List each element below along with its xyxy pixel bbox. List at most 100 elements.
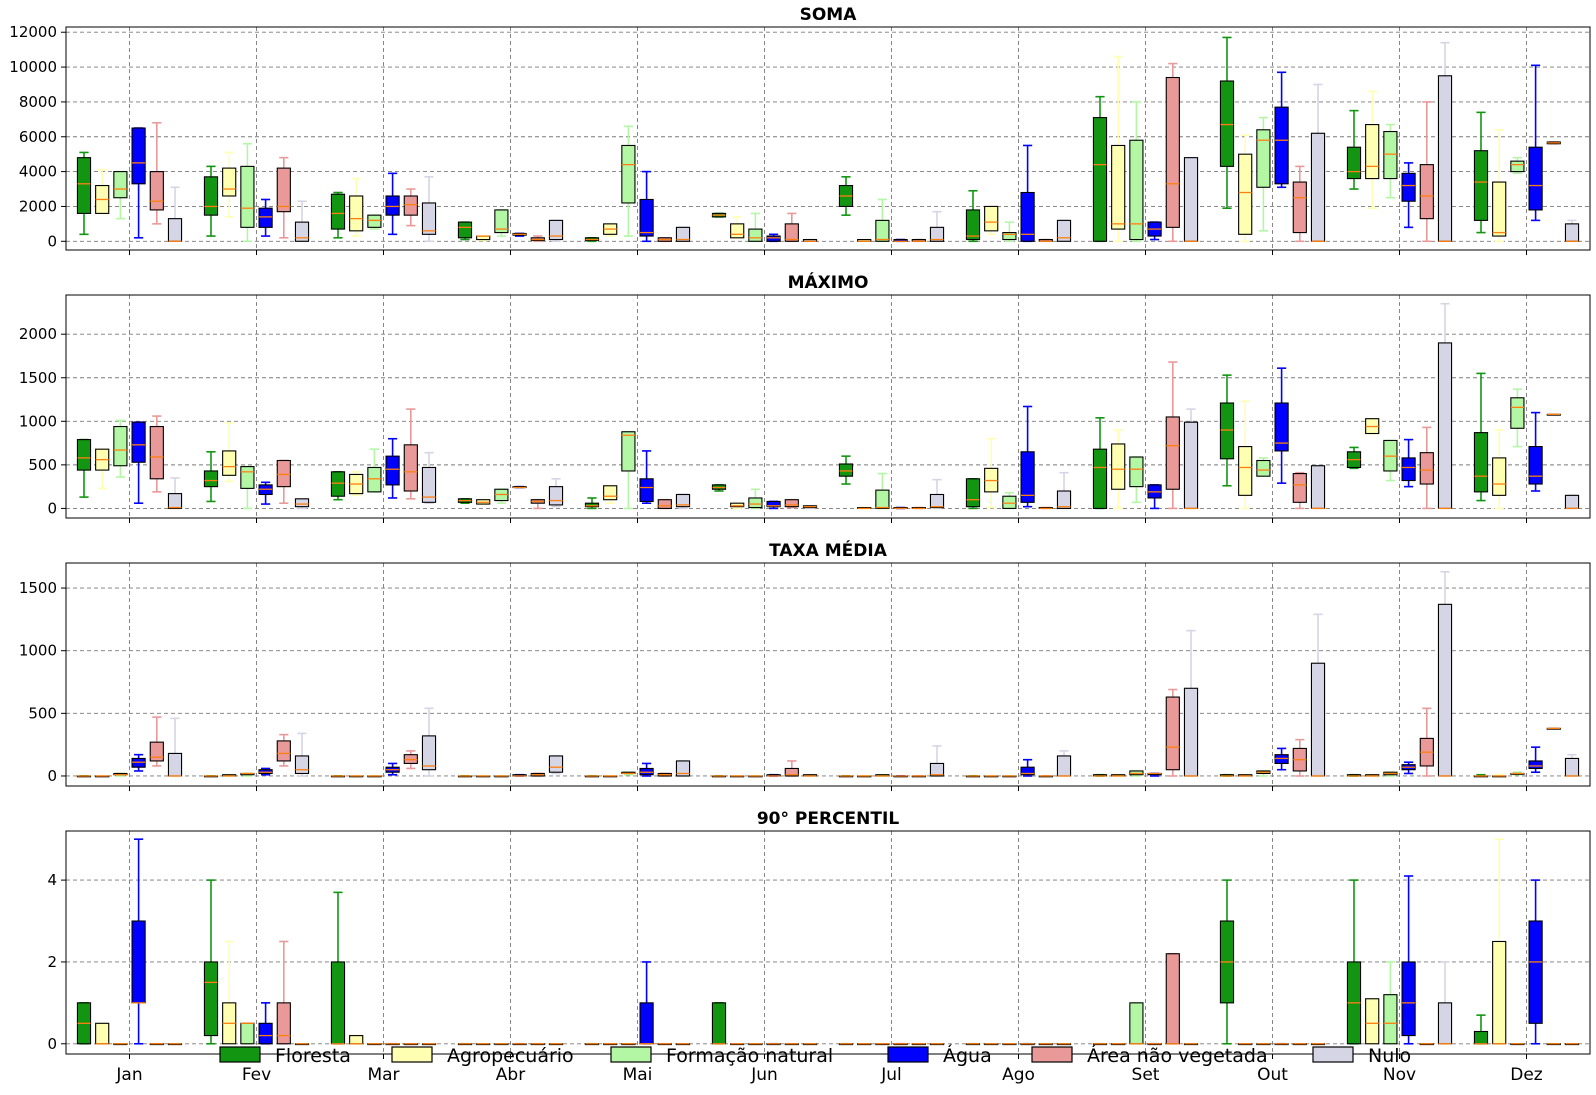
box-floresta <box>711 775 727 778</box>
box-nulo <box>1056 750 1072 777</box>
box-agropecu-rio <box>730 502 745 510</box>
box-body <box>1056 219 1072 242</box>
box--gua <box>1020 405 1035 508</box>
box-body <box>1310 465 1326 509</box>
box--gua <box>258 481 273 505</box>
box--rea-n-o-vegetada <box>1419 101 1434 243</box>
box--gua <box>1020 758 1035 777</box>
box-agropecu-rio <box>1238 1042 1253 1046</box>
box--rea-n-o-vegetada <box>530 235 545 243</box>
box-forma-o-natural <box>1256 770 1271 777</box>
box--gua <box>385 172 400 236</box>
box-body <box>1020 766 1035 776</box>
box-body <box>730 502 745 508</box>
box-agropecu-rio <box>1238 773 1253 777</box>
x-tick-label: Dez <box>1510 1065 1543 1085</box>
box-body <box>838 463 854 477</box>
box-agropecu-rio <box>603 223 618 237</box>
box-body <box>349 1035 364 1045</box>
box-forma-o-natural <box>1002 1042 1017 1046</box>
box-body <box>113 171 128 199</box>
box-body <box>1002 495 1017 509</box>
box--rea-n-o-vegetada <box>1546 413 1561 416</box>
box-body <box>929 493 945 509</box>
box--gua <box>639 170 654 243</box>
box-body <box>131 920 146 1004</box>
box-agropecu-rio <box>1365 997 1380 1045</box>
box-body <box>548 219 564 241</box>
box-body <box>965 209 981 241</box>
plot-frame <box>65 562 1591 787</box>
box--rea-n-o-vegetada <box>1165 62 1180 243</box>
box-body <box>1473 1030 1489 1045</box>
box-floresta <box>1346 109 1362 190</box>
box-body <box>675 760 691 777</box>
box-body <box>330 961 346 1045</box>
box-body <box>203 470 219 488</box>
box-body <box>1183 157 1199 242</box>
y-tick-label: 6000 <box>19 128 57 146</box>
box-body <box>294 755 310 775</box>
box-body <box>222 450 237 476</box>
box-body <box>1020 191 1035 242</box>
box-nulo <box>1310 613 1326 777</box>
box-forma-o-natural <box>1256 116 1271 232</box>
box-body <box>1492 181 1507 237</box>
y-tick-label: 10000 <box>9 58 57 76</box>
box--gua <box>1020 144 1035 243</box>
box-body <box>621 431 636 472</box>
box-forma-o-natural <box>367 775 382 778</box>
legend-item: Água <box>887 1044 992 1067</box>
box-forma-o-natural <box>875 198 890 243</box>
box-body <box>675 226 691 242</box>
box-body <box>1346 146 1362 180</box>
box-forma-o-natural <box>1383 439 1398 482</box>
box-floresta <box>203 165 219 237</box>
box-agropecu-rio <box>1238 134 1253 243</box>
box-agropecu-rio <box>222 773 237 777</box>
box-forma-o-natural <box>875 773 890 777</box>
box-floresta <box>1346 879 1362 1045</box>
box--rea-n-o-vegetada <box>276 940 291 1045</box>
box-forma-o-natural <box>113 170 128 220</box>
box-body <box>276 459 291 488</box>
legend: Floresta Agropecuário Formação natural Água… <box>219 1044 1411 1067</box>
box-body <box>240 1022 255 1045</box>
box-nulo <box>548 478 564 508</box>
box-body <box>1238 446 1253 496</box>
box--rea-n-o-vegetada <box>1292 471 1307 510</box>
box-forma-o-natural <box>240 772 255 777</box>
box-nulo <box>1437 961 1453 1045</box>
box-nulo <box>802 238 818 243</box>
box-nulo <box>1564 494 1580 510</box>
box-forma-o-natural <box>1383 961 1398 1045</box>
box--rea-n-o-vegetada <box>911 1042 926 1046</box>
box-body <box>149 741 164 762</box>
box-body <box>1564 757 1580 777</box>
box-body <box>784 767 799 777</box>
box-nulo <box>294 200 310 243</box>
y-tick-label: 1000 <box>19 412 57 430</box>
box-floresta <box>711 1002 727 1045</box>
box-floresta <box>838 775 854 778</box>
box--gua <box>131 753 146 772</box>
box--rea-n-o-vegetada <box>1038 238 1053 243</box>
box-body <box>276 740 291 762</box>
box-agropecu-rio <box>349 1034 364 1045</box>
box-floresta <box>838 176 854 216</box>
box--gua <box>1401 162 1416 229</box>
box--rea-n-o-vegetada <box>149 415 164 493</box>
box-nulo <box>1183 629 1199 777</box>
box-body <box>421 735 437 771</box>
box-floresta <box>76 438 92 498</box>
box-body <box>367 214 382 228</box>
box-body <box>1437 75 1453 242</box>
box-body <box>621 144 636 204</box>
box-agropecu-rio <box>349 775 364 778</box>
box-floresta <box>1219 374 1235 487</box>
y-tick-label: 0 <box>47 499 57 517</box>
box-agropecu-rio <box>1111 1042 1126 1046</box>
box--gua <box>893 1042 908 1046</box>
y-tick-label: 0 <box>47 767 57 785</box>
box--rea-n-o-vegetada <box>1419 707 1434 777</box>
